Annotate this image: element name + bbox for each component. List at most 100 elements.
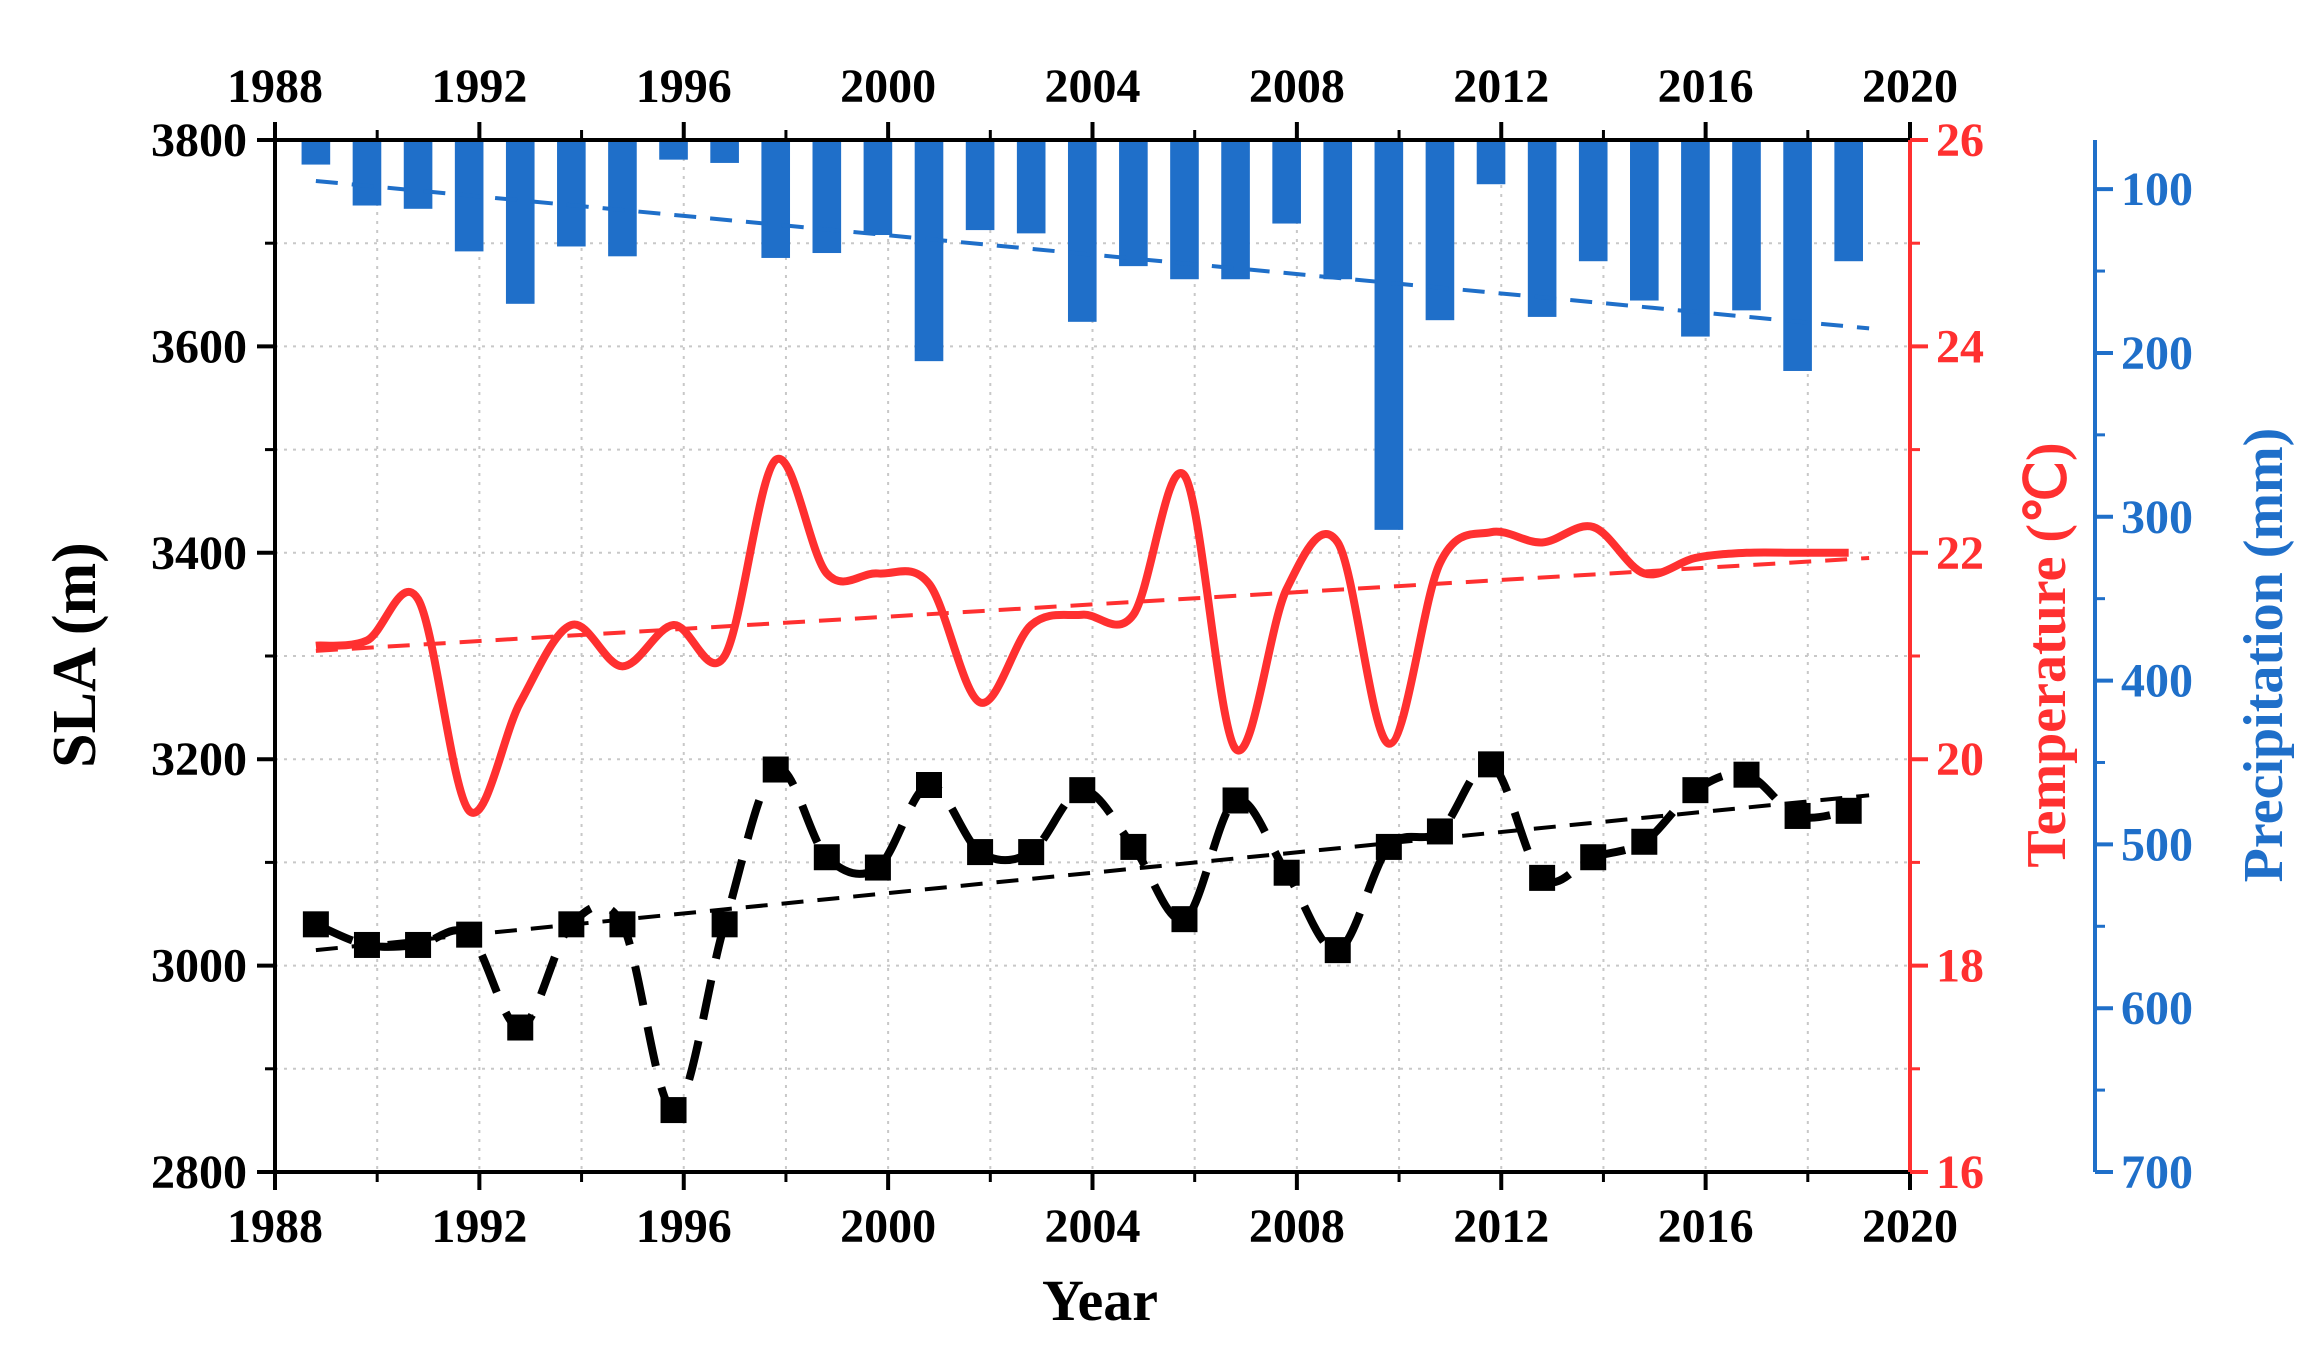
precipitation-bar (1067, 140, 1097, 322)
precipitation-bar (965, 140, 995, 231)
sla-marker (1580, 844, 1607, 871)
precipitation-bar (1425, 140, 1455, 321)
sla-marker (916, 772, 942, 798)
precipitation-bar (1272, 140, 1301, 224)
x-tick-label-bottom: 2012 (1453, 1200, 1549, 1253)
sla-markers (302, 751, 1862, 1124)
temperature-tick-label: 26 (1936, 114, 1984, 167)
left-tick-label: 3400 (151, 527, 247, 580)
sla-marker (1426, 818, 1453, 845)
precipitation-tick-label: 700 (2121, 1146, 2193, 1199)
precipitation-tick-label: 100 (2121, 163, 2193, 216)
x-tick-label-top: 2000 (840, 60, 936, 113)
x-axis-title: Year (1042, 1268, 1158, 1333)
sla-marker (302, 911, 329, 938)
sla-marker (1478, 751, 1505, 778)
left-tick-label: 2800 (151, 1146, 247, 1199)
precipitation-bar (1170, 140, 1199, 280)
x-tick-label-bottom: 1992 (431, 1200, 527, 1253)
sla-marker (1069, 777, 1096, 804)
precipitation-bar (1119, 140, 1148, 267)
temperature-tick-label: 24 (1936, 320, 1984, 373)
axes: 1988198819921992199619962000200020042004… (151, 60, 2193, 1253)
precipitation-bar (352, 140, 382, 206)
precipitation-bars (301, 140, 1863, 530)
sla-marker (558, 911, 585, 938)
precipitation-bar (863, 140, 893, 236)
precipitation-bar (1630, 140, 1659, 301)
sla-marker (967, 839, 994, 866)
sla-marker (864, 854, 891, 881)
precipitation-bar (1783, 140, 1812, 371)
precipitation-bar (505, 140, 535, 304)
sla-marker (507, 1014, 534, 1041)
x-tick-label-bottom: 2004 (1045, 1200, 1141, 1253)
precipitation-tick-label: 500 (2121, 818, 2193, 871)
sla-marker (456, 921, 483, 948)
precipitation-bar (710, 140, 739, 163)
trend-line-precipitation (315, 178, 1870, 331)
precipitation-bar (914, 140, 944, 362)
precipitation-bar (1681, 140, 1710, 337)
sla-marker (1631, 828, 1658, 855)
temperature-tick-label: 22 (1936, 527, 1984, 580)
x-tick-label-top: 2012 (1453, 60, 1549, 113)
precipitation-bar (1527, 140, 1557, 317)
temperature-tick-label: 16 (1936, 1146, 1984, 1199)
trend-line-sla (315, 793, 1870, 953)
sla-marker (1120, 833, 1147, 860)
precipitation-bar (403, 140, 433, 209)
left-axis-title: SLA (m) (41, 542, 109, 768)
sla-marker (813, 844, 840, 871)
precipitation-bar (1374, 140, 1404, 530)
left-tick-label: 3200 (151, 733, 247, 786)
sla-marker (609, 911, 636, 938)
temperature-tick-label: 20 (1936, 733, 1984, 786)
precipitation-bar (1323, 140, 1353, 280)
sla-marker (1273, 859, 1300, 886)
precipitation-tick-label: 600 (2121, 982, 2193, 1035)
x-tick-label-top: 2020 (1862, 60, 1958, 113)
x-tick-label-bottom: 2016 (1658, 1200, 1754, 1253)
precipitation-tick-label: 400 (2121, 655, 2193, 708)
left-tick-label: 3800 (151, 114, 247, 167)
precipitation-bar (659, 140, 688, 160)
temperature-tick-label: 18 (1936, 940, 1984, 993)
temperature-line (315, 454, 1849, 817)
sla-marker (1375, 833, 1402, 860)
sla-marker (1529, 864, 1556, 891)
temperature-axis-title: Temperature (℃) (2016, 442, 2078, 867)
precipitation-bar (1834, 140, 1863, 262)
precipitation-bar (1732, 140, 1761, 311)
left-tick-label: 3000 (151, 940, 247, 993)
sla-marker (1784, 802, 1811, 829)
left-tick-label: 3600 (151, 320, 247, 373)
precipitation-bar (301, 140, 331, 165)
x-tick-label-bottom: 2020 (1862, 1200, 1958, 1253)
x-tick-label-top: 1996 (636, 60, 732, 113)
precipitation-tick-label: 200 (2121, 327, 2193, 380)
sla-marker (711, 911, 738, 938)
sla-marker (1682, 777, 1709, 804)
precipitation-bar (557, 140, 586, 247)
x-tick-label-top: 2008 (1249, 60, 1345, 113)
x-tick-label-bottom: 2000 (840, 1200, 936, 1253)
sla-marker (1171, 906, 1198, 933)
sla-marker (660, 1097, 687, 1124)
sla-marker (1324, 937, 1351, 964)
sla-line (314, 759, 1850, 1115)
precipitation-bar (608, 140, 637, 257)
x-tick-label-bottom: 2008 (1249, 1200, 1345, 1253)
precipitation-tick-label: 300 (2121, 491, 2193, 544)
precipitation-bar (812, 140, 842, 254)
sla-marker (1018, 839, 1045, 866)
precipitation-bar (1578, 140, 1608, 262)
precipitation-bar (761, 140, 791, 258)
precipitation-bar (1016, 140, 1046, 234)
sla-marker (1222, 787, 1249, 814)
x-tick-label-top: 1992 (431, 60, 527, 113)
x-tick-label-bottom: 1988 (227, 1200, 323, 1253)
trend-line-temperature (315, 555, 1870, 653)
sla-marker (762, 756, 789, 783)
